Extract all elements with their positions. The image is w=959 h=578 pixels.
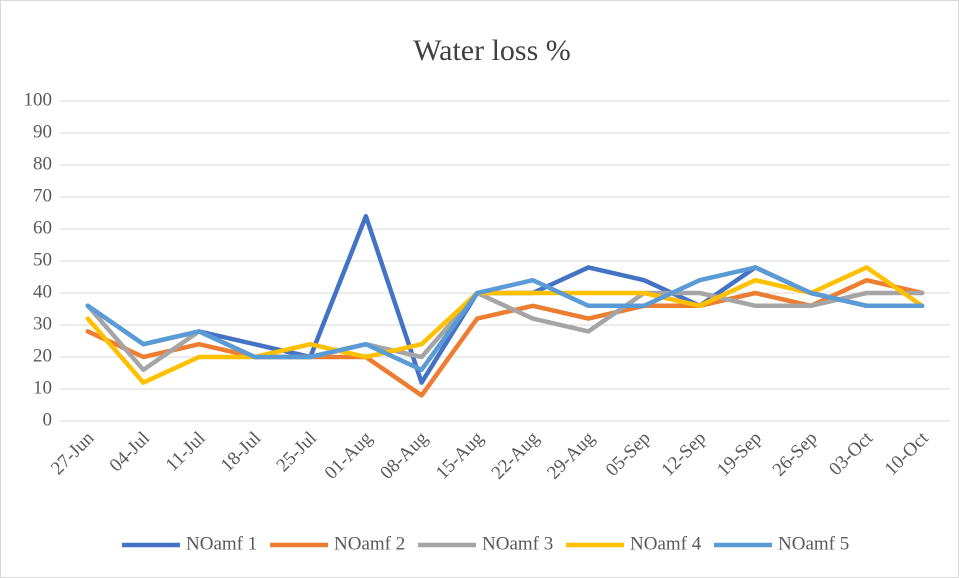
- y-tick-label: 60: [33, 217, 52, 238]
- y-tick-label: 80: [33, 153, 52, 174]
- series-line: [85, 265, 925, 385]
- legend-label: NOamf 2: [334, 533, 405, 554]
- y-tick-label: 10: [33, 377, 52, 398]
- series-line: [85, 265, 925, 373]
- y-tick-label: 90: [33, 121, 52, 142]
- legend-label: NOamf 3: [482, 533, 553, 554]
- y-tick-label: 0: [43, 409, 53, 430]
- series-line: [85, 277, 925, 398]
- y-tick-label: 20: [33, 345, 52, 366]
- legend-label: NOamf 5: [778, 533, 849, 554]
- legend-label: NOamf 1: [186, 533, 257, 554]
- y-tick-label: 50: [33, 249, 52, 270]
- y-tick-label: 30: [33, 313, 52, 334]
- y-tick-label: 70: [33, 185, 52, 206]
- legend-label: NOamf 4: [630, 533, 702, 554]
- chart-title: Water loss %: [413, 34, 571, 67]
- y-tick-label: 40: [33, 281, 52, 302]
- y-tick-label: 100: [24, 89, 53, 110]
